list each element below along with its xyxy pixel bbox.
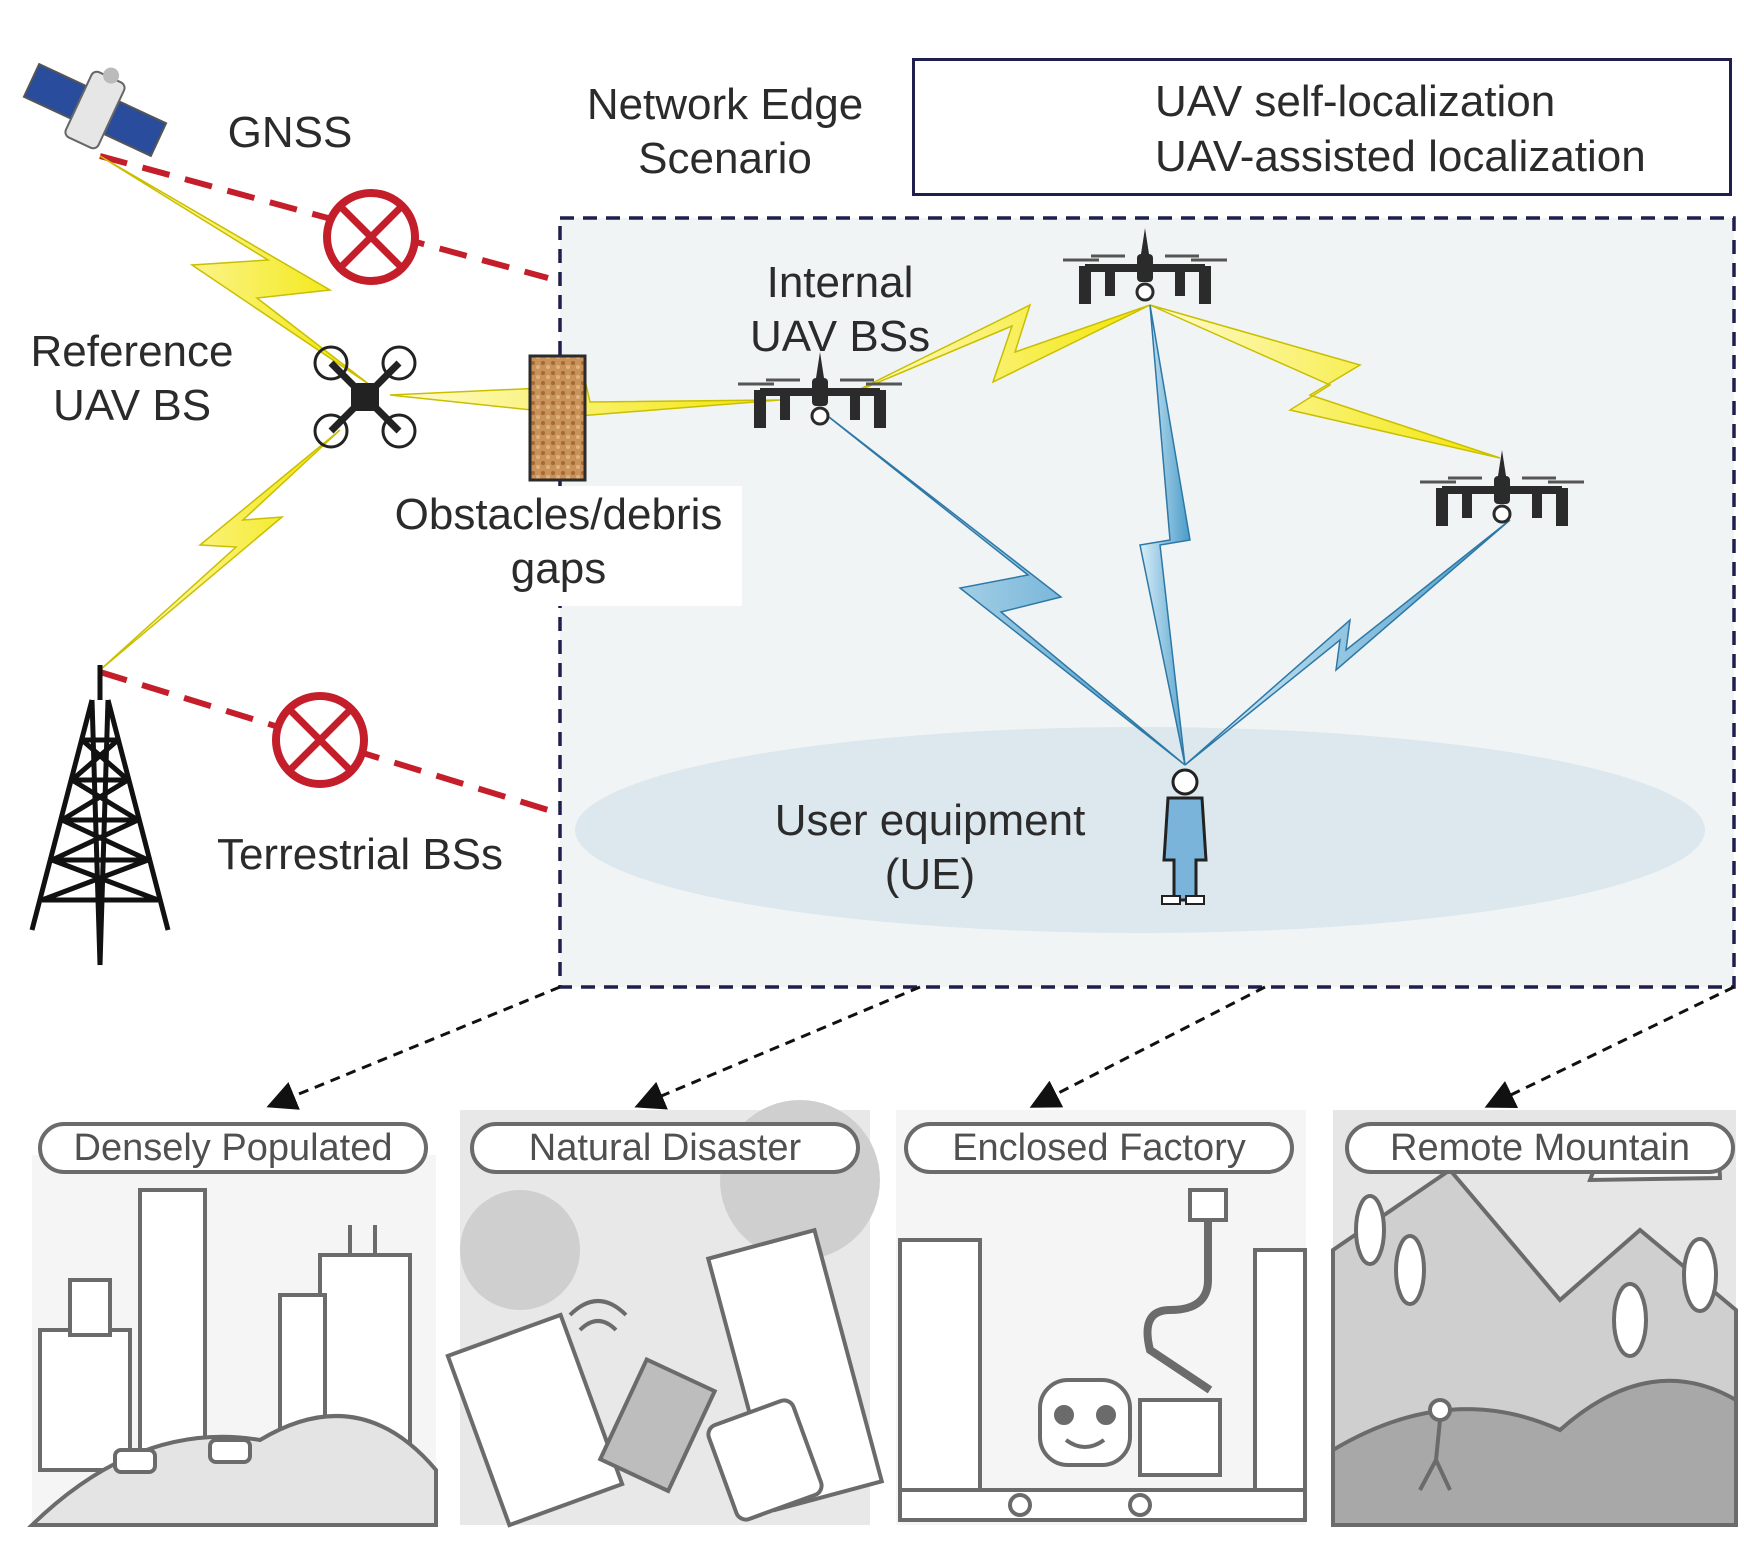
user-equipment-line-2: (UE) (884, 850, 976, 899)
reference-uav-line-2: UAV BS (52, 381, 212, 430)
terrestrial-tower-icon (29, 665, 171, 966)
gnss-label: GNSS (227, 108, 353, 157)
scenario-enclosed-factory: Enclosed Factory (904, 1122, 1294, 1174)
legend (912, 58, 1732, 196)
user-equipment-label: User equipment (UE) (740, 794, 1120, 902)
mountain-icon (1331, 1110, 1738, 1527)
right-uav-to-ue-link (1184, 519, 1511, 766)
obstacle-icon (528, 354, 587, 482)
city-icon (27, 1155, 438, 1527)
user-equipment-line-1: User equipment (774, 796, 1086, 845)
gnss-blocked-icon (323, 189, 419, 285)
legend-self-localization-label: UAV self-localization (1155, 77, 1556, 126)
obstacles-line-1: Obstacles/debris (394, 490, 723, 539)
obstacles-label-background (375, 486, 742, 606)
scenario-natural-disaster: Natural Disaster (470, 1122, 860, 1174)
gnss-blocked-link (99, 153, 549, 281)
terrestrial-to-reference-link (99, 429, 341, 671)
terrestrial-bs-label: Terrestrial BSs (216, 830, 504, 879)
disaster-icon (445, 1100, 885, 1528)
ue-coverage-area (575, 727, 1705, 933)
scenario-remote-mountain: Remote Mountain (1345, 1122, 1735, 1174)
diagram-title: Network Edge Scenario (565, 78, 885, 186)
scenario-densely-populated: Densely Populated (38, 1122, 428, 1174)
satellite-icon (22, 62, 168, 158)
arrow-to-enclosed-factory (1029, 985, 1266, 1108)
obstacles-label: Obstacles/debris gaps (375, 488, 742, 596)
reference-uav-label: Reference UAV BS (12, 325, 252, 433)
legend-assisted-localization-label: UAV-assisted localization (1155, 132, 1646, 181)
internal-uav-label: Internal UAV BSs (700, 256, 980, 364)
title-line-1: Network Edge (586, 80, 864, 129)
arrow-to-natural-disaster (634, 985, 921, 1110)
obstacles-line-2: gaps (510, 544, 607, 593)
reference-uav-line-1: Reference (30, 327, 234, 376)
arrow-to-remote-mountain (1484, 985, 1735, 1109)
reference-uav-icon (313, 345, 417, 449)
factory-icon (896, 1110, 1307, 1525)
user-equipment-icon (1161, 768, 1208, 905)
internal-uav-line-2: UAV BSs (749, 312, 931, 361)
terrestrial-blocked-icon (272, 692, 368, 788)
arrow-to-densely-populated (266, 985, 561, 1110)
title-line-2: Scenario (638, 134, 812, 183)
top-to-right-uav-link (1149, 304, 1501, 459)
internal-uav-line-1: Internal (766, 258, 914, 307)
